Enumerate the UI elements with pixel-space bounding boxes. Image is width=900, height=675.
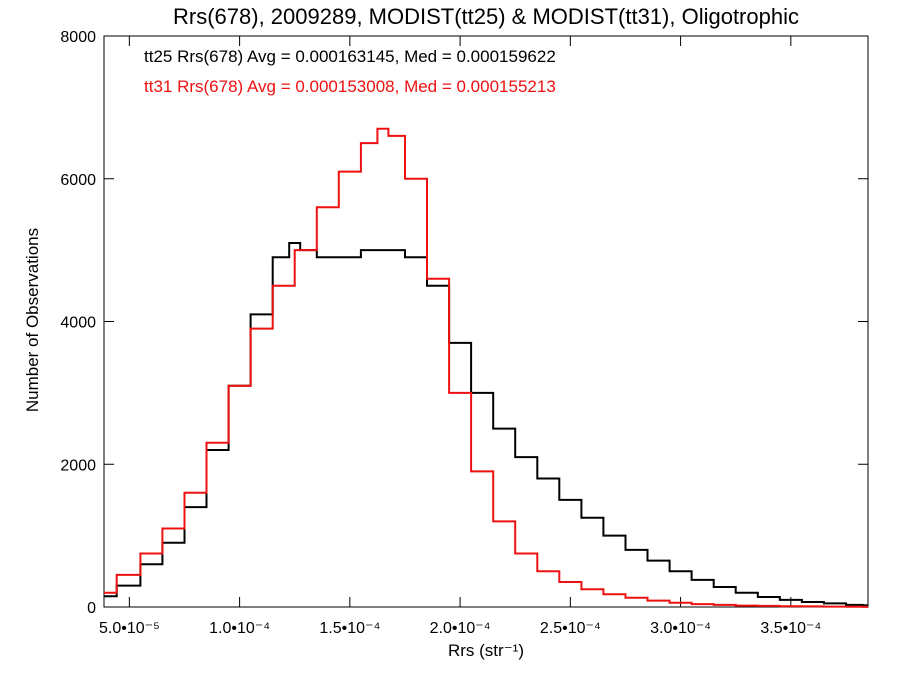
x-axis-label: Rrs (str⁻¹): [448, 641, 524, 660]
plot-frame: [103, 35, 869, 608]
axis-ticks: 5.0•10⁻⁵ 1.0•10⁻⁴ 1.5•10⁻⁴ 2.0•10⁻⁴ 2.5•10⁻⁴…: [60, 29, 868, 637]
series-layer: [104, 127, 868, 608]
y-tick-label: 6000: [60, 172, 96, 189]
y-tick-label: 4000: [60, 315, 96, 332]
x-tick-label: 3.0•10⁻⁴: [650, 620, 711, 637]
annotation-tt31-stats: tt31 Rrs(678) Avg = 0.000153008, Med = 0…: [144, 77, 556, 96]
y-axis-label: Number of Observations: [23, 228, 42, 412]
x-tick-label: 2.0•10⁻⁴: [430, 620, 491, 637]
x-tick-label: 5.0•10⁻⁵: [99, 620, 160, 637]
x-tick-label: 1.5•10⁻⁴: [319, 620, 380, 637]
series-line-1: [104, 242, 868, 607]
y-tick-label: 0: [87, 600, 96, 617]
y-tick-label: 8000: [60, 29, 96, 46]
x-tick-label: 1.0•10⁻⁴: [209, 620, 270, 637]
chart-title: Rrs(678), 2009289, MODIST(tt25) & MODIST…: [173, 4, 799, 29]
y-tick-label: 2000: [60, 457, 96, 474]
x-tick-label: 3.5•10⁻⁴: [760, 620, 821, 637]
x-tick-label: 2.5•10⁻⁴: [540, 620, 601, 637]
annotation-tt25-stats: tt25 Rrs(678) Avg = 0.000163145, Med = 0…: [144, 47, 556, 66]
series-line-2: [104, 127, 868, 608]
